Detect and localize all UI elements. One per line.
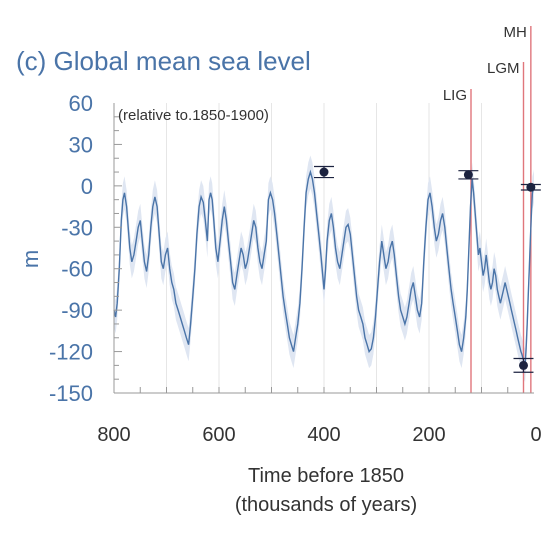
x-tick-label: 800 — [97, 424, 130, 446]
reference-period-note: (relative to.1850-1900) — [118, 107, 269, 124]
x-tick-labels: 800 600 400 200 0 — [97, 424, 541, 446]
data-point-marker — [464, 170, 473, 179]
data-point-marker — [320, 168, 329, 177]
chart-title: (c) Global mean sea level — [16, 46, 311, 76]
event-label-mh: MH — [504, 24, 527, 41]
data-point-marker — [526, 183, 535, 192]
y-tick-label: -60 — [61, 257, 93, 282]
x-tick-label: 600 — [202, 424, 235, 446]
x-axis-label-line2: (thousands of years) — [235, 494, 417, 516]
y-tick-label: 30 — [69, 132, 93, 157]
event-label-lig: LIG — [443, 87, 467, 104]
y-tick-label: -150 — [49, 381, 93, 406]
y-tick-label: -90 — [61, 298, 93, 323]
data-point-marker — [519, 361, 528, 370]
y-tick-labels: 60 30 0 -30 -60 -90 -120 -150 — [49, 91, 93, 406]
y-tick-label: 0 — [81, 174, 93, 199]
event-label-lgm: LGM — [487, 60, 520, 77]
y-tick-label: 60 — [69, 91, 93, 116]
x-tick-label: 0 — [530, 424, 541, 446]
x-axis-label-line1: Time before 1850 — [248, 465, 404, 487]
x-tick-label: 200 — [412, 424, 445, 446]
y-axis-label: m — [18, 250, 43, 268]
y-tick-label: -30 — [61, 215, 93, 240]
x-tick-label: 400 — [307, 424, 340, 446]
grid-lines — [167, 103, 482, 393]
y-tick-label: -120 — [49, 340, 93, 365]
